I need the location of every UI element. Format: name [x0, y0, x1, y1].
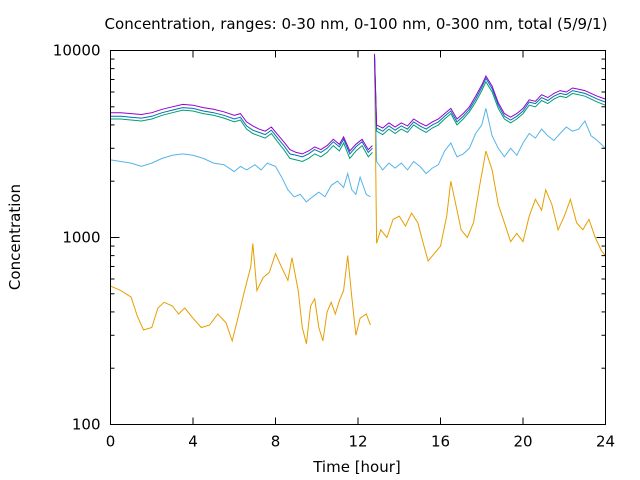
series-line-8 [110, 103, 373, 155]
plot-frame [110, 50, 606, 425]
x-tick-label: 24 [596, 433, 615, 451]
y-tick-label: 10000 [53, 42, 101, 60]
x-tick-label: 8 [271, 433, 281, 451]
series-line-3 [374, 59, 606, 175]
series-line-9 [374, 53, 606, 129]
y-tick-label: 1000 [62, 229, 100, 247]
series-line-6 [110, 107, 373, 158]
x-tick-label: 16 [431, 433, 450, 451]
y-axis: 100 1000 10000 [53, 42, 606, 434]
series-line-5 [374, 56, 606, 136]
x-axis-label: Time [hour] [312, 458, 401, 476]
series-line-7 [374, 54, 606, 132]
y-axis-label: Concentration [6, 184, 24, 290]
chart-title: Concentration, ranges: 0-30 nm, 0-100 nm… [105, 15, 608, 33]
x-axis: 0 4 8 12 16 20 24 [106, 50, 615, 451]
y-tick-label: 100 [72, 416, 101, 434]
series-layer [110, 53, 606, 344]
series-line-0 [110, 243, 371, 344]
x-tick-label: 0 [106, 433, 116, 451]
x-tick-label: 12 [348, 433, 367, 451]
series-line-4 [110, 109, 373, 163]
series-line-1 [374, 57, 606, 262]
x-tick-label: 20 [513, 433, 532, 451]
series-line-2 [110, 153, 371, 203]
x-tick-label: 4 [188, 433, 198, 451]
